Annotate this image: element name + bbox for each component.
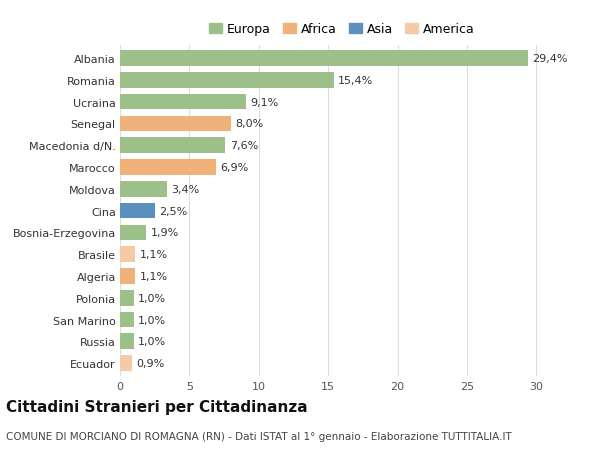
Bar [120, 138, 226, 154]
Legend: Europa, Africa, Asia, America: Europa, Africa, Asia, America [209, 23, 475, 36]
Text: 0,9%: 0,9% [137, 358, 165, 368]
Text: 1,0%: 1,0% [138, 315, 166, 325]
Bar [120, 247, 135, 263]
Text: 3,4%: 3,4% [172, 185, 200, 195]
Text: COMUNE DI MORCIANO DI ROMAGNA (RN) - Dati ISTAT al 1° gennaio - Elaborazione TUT: COMUNE DI MORCIANO DI ROMAGNA (RN) - Dat… [6, 431, 512, 442]
Bar [120, 312, 134, 328]
Bar [120, 334, 134, 349]
Text: 29,4%: 29,4% [532, 54, 568, 64]
Bar [120, 225, 146, 241]
Text: 7,6%: 7,6% [230, 141, 258, 151]
Text: 1,0%: 1,0% [138, 293, 166, 303]
Text: 8,0%: 8,0% [235, 119, 263, 129]
Text: Cittadini Stranieri per Cittadinanza: Cittadini Stranieri per Cittadinanza [6, 399, 308, 414]
Bar [120, 269, 135, 284]
Bar [120, 116, 231, 132]
Bar [120, 160, 216, 175]
Text: 1,1%: 1,1% [139, 271, 167, 281]
Bar [120, 203, 155, 219]
Bar [120, 182, 167, 197]
Bar [120, 290, 134, 306]
Text: 1,0%: 1,0% [138, 336, 166, 347]
Bar [120, 95, 246, 110]
Text: 2,5%: 2,5% [159, 206, 187, 216]
Bar [120, 356, 133, 371]
Bar [120, 73, 334, 89]
Text: 6,9%: 6,9% [220, 162, 248, 173]
Text: 15,4%: 15,4% [338, 76, 373, 86]
Text: 1,1%: 1,1% [139, 250, 167, 260]
Text: 1,9%: 1,9% [151, 228, 179, 238]
Text: 9,1%: 9,1% [250, 97, 278, 107]
Bar [120, 51, 528, 67]
